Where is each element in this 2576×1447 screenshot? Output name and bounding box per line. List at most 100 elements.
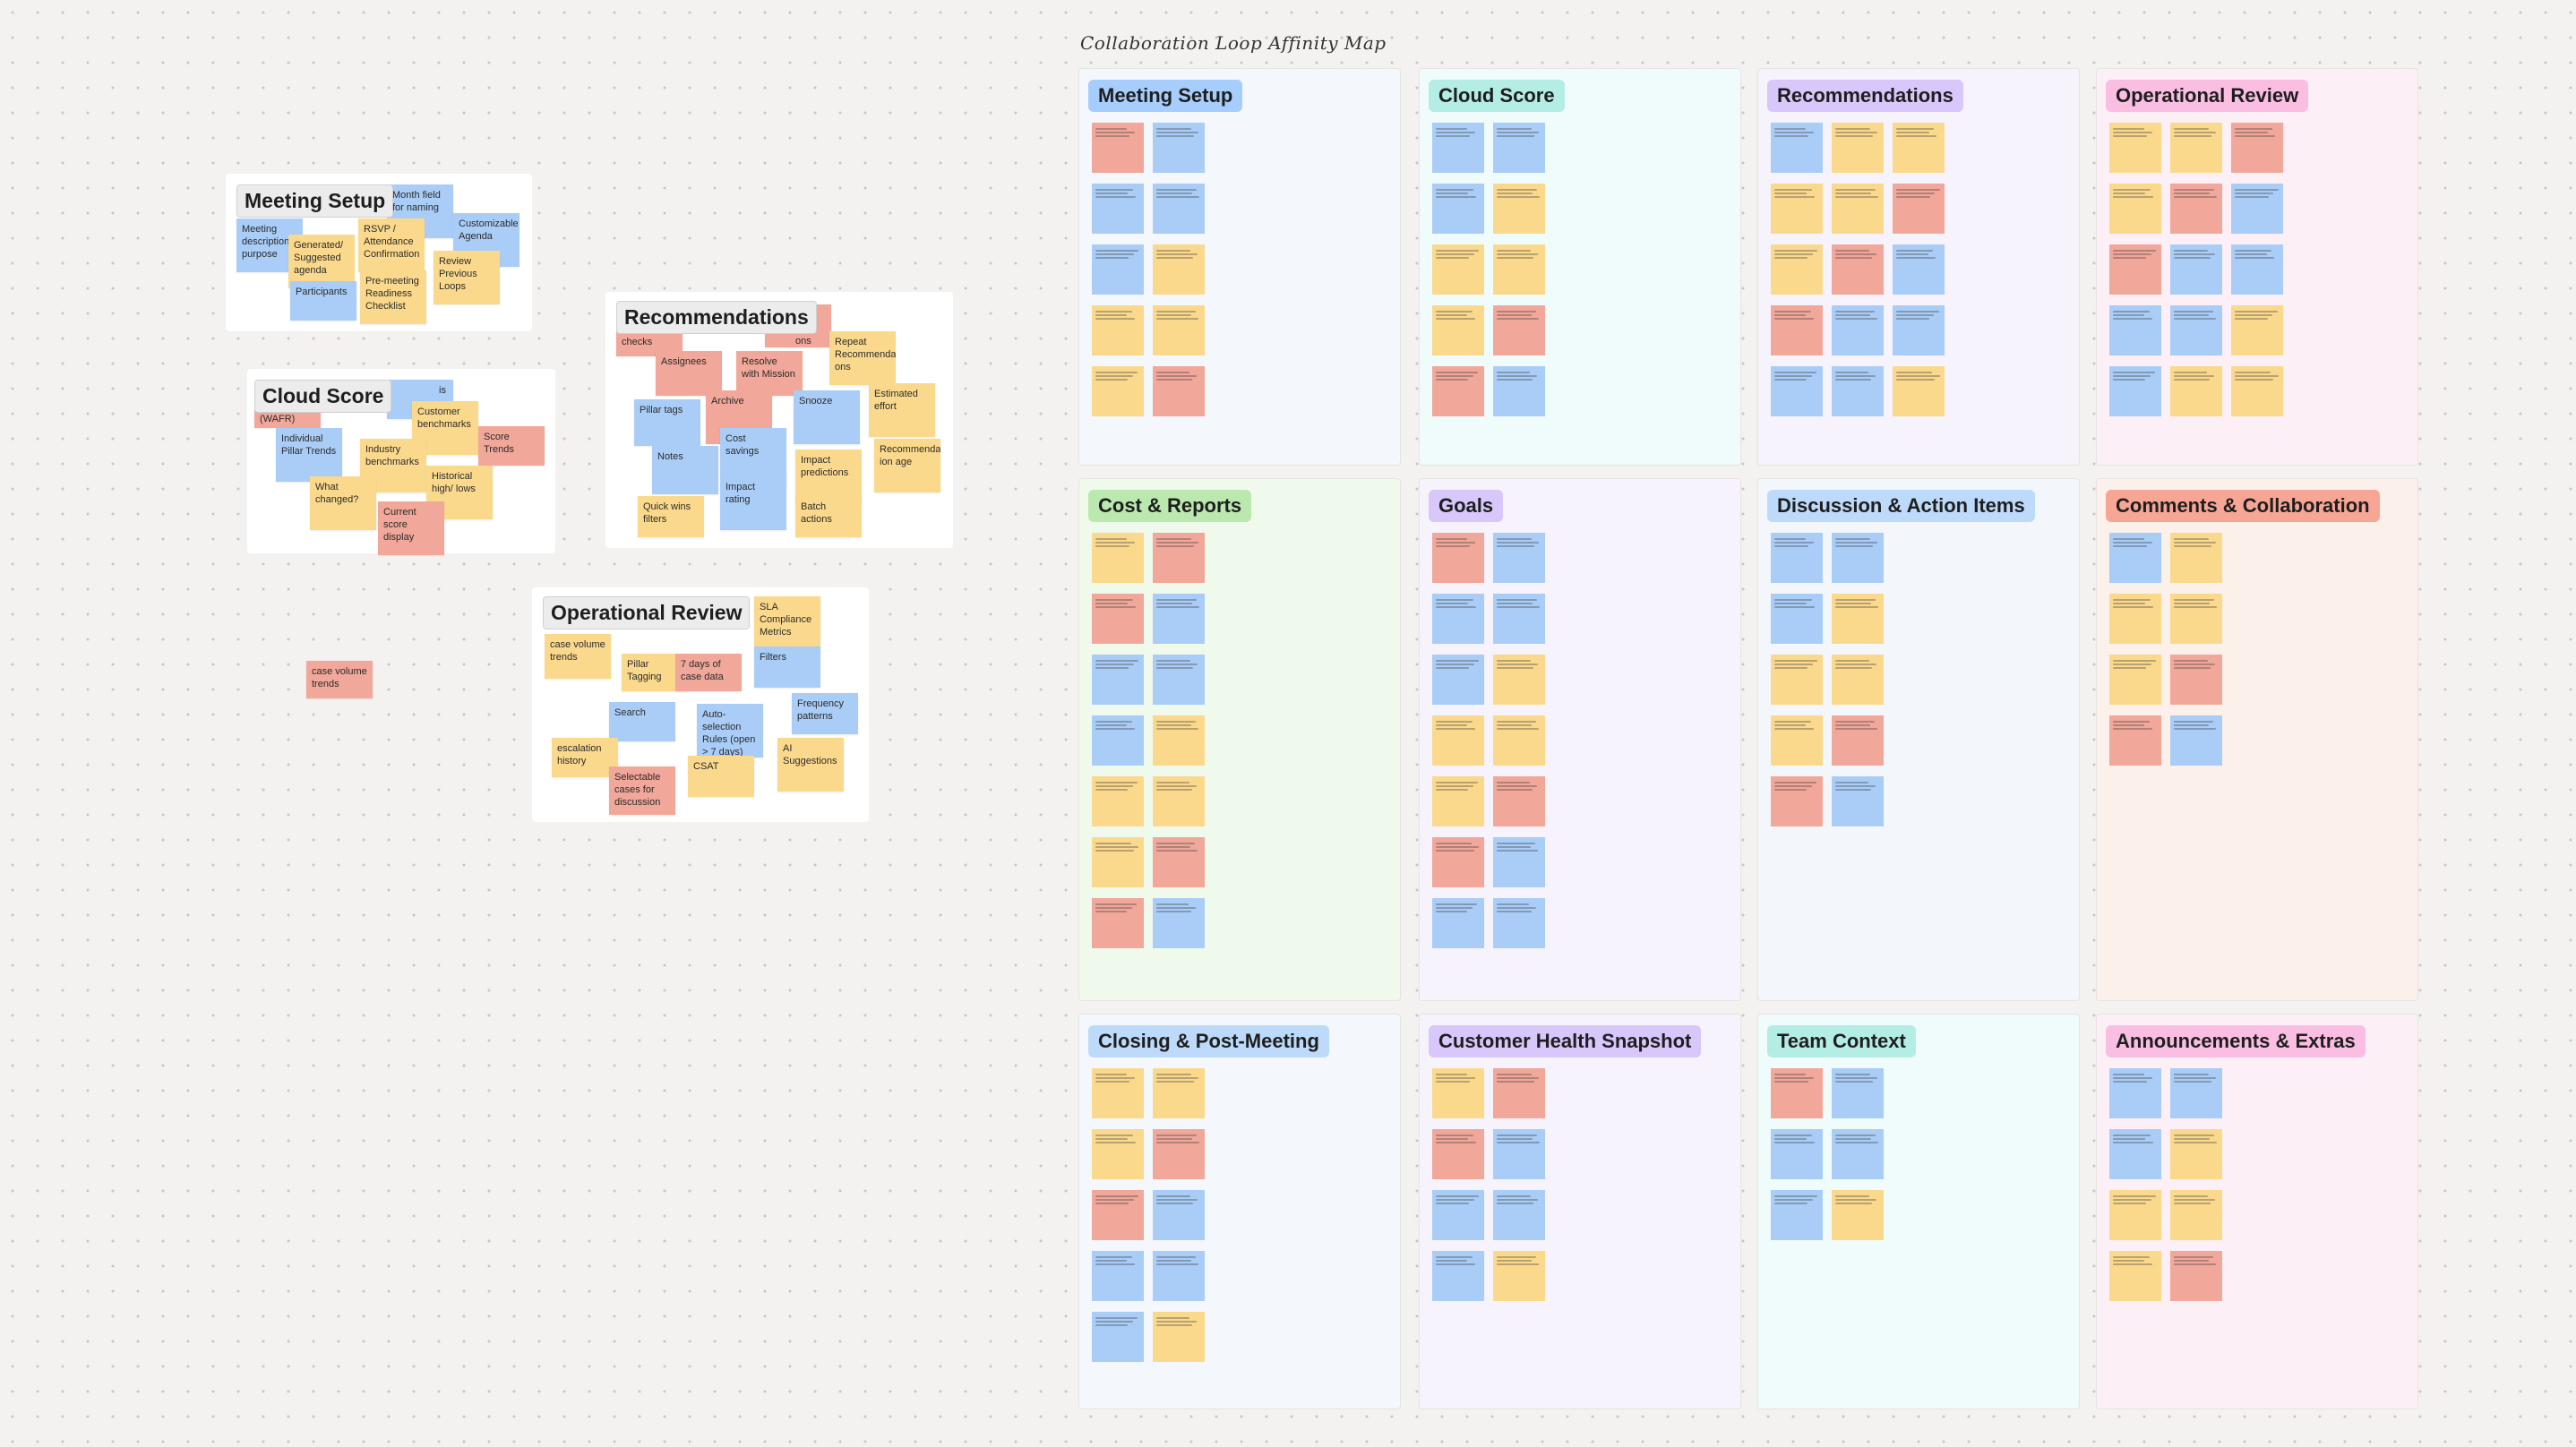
category-panel[interactable]: Cost & Reports: [1078, 478, 1401, 1001]
sticky-note[interactable]: [2170, 366, 2222, 416]
loose-sticky-note[interactable]: case volume trends: [306, 661, 373, 698]
category-panel[interactable]: Discussion & Action Items: [1757, 478, 2080, 1001]
recommendations-cluster-board[interactable]: Recommendations checks Assignees Resolve…: [605, 292, 953, 548]
sticky-note[interactable]: Estimated effort: [869, 383, 935, 437]
sticky-note[interactable]: [1493, 244, 1545, 295]
sticky-note[interactable]: [1493, 715, 1545, 766]
sticky-note[interactable]: Search: [609, 702, 675, 741]
sticky-note[interactable]: [1092, 1068, 1144, 1118]
sticky-note[interactable]: Recommendat ion age: [874, 439, 940, 492]
sticky-note[interactable]: Cost savings: [720, 428, 786, 482]
sticky-note[interactable]: [2109, 715, 2161, 766]
sticky-note[interactable]: [1832, 1129, 1884, 1179]
sticky-note[interactable]: [2170, 244, 2222, 295]
sticky-note[interactable]: SLA Compliance Metrics: [754, 596, 820, 650]
sticky-note[interactable]: [1092, 366, 1144, 416]
sticky-note[interactable]: Score Trends: [478, 426, 545, 466]
sticky-note[interactable]: Pre-meeting Readiness Checklist: [360, 270, 426, 324]
category-panel[interactable]: Recommendations: [1757, 68, 2080, 466]
sticky-note[interactable]: Impact predictions: [795, 450, 862, 503]
sticky-note[interactable]: [1092, 123, 1144, 173]
sticky-note[interactable]: [1493, 366, 1545, 416]
sticky-note[interactable]: [1771, 533, 1823, 583]
sticky-note[interactable]: [2231, 184, 2283, 234]
sticky-note[interactable]: [1771, 305, 1823, 355]
sticky-note[interactable]: [1771, 1068, 1823, 1118]
sticky-note[interactable]: [1153, 305, 1205, 355]
sticky-note[interactable]: Notes: [652, 446, 718, 494]
sticky-note[interactable]: [1771, 123, 1823, 173]
sticky-note[interactable]: [1832, 715, 1884, 766]
sticky-note[interactable]: [1493, 1251, 1545, 1301]
sticky-note[interactable]: [2231, 123, 2283, 173]
sticky-note[interactable]: Impact rating: [720, 476, 786, 530]
sticky-note[interactable]: [1153, 244, 1205, 295]
sticky-note[interactable]: Batch actions: [795, 496, 862, 537]
sticky-note[interactable]: [2170, 1190, 2222, 1240]
sticky-note[interactable]: [1092, 655, 1144, 705]
sticky-note[interactable]: [1893, 123, 1945, 173]
sticky-note[interactable]: AI Suggestions: [777, 738, 844, 792]
sticky-note[interactable]: [1153, 715, 1205, 766]
sticky-note[interactable]: case volume trends: [545, 634, 611, 679]
sticky-note[interactable]: [1832, 1190, 1884, 1240]
sticky-note[interactable]: [1893, 366, 1945, 416]
sticky-note[interactable]: [1092, 776, 1144, 826]
category-panel[interactable]: Goals: [1419, 478, 1741, 1001]
sticky-note[interactable]: [2109, 1129, 2161, 1179]
sticky-note[interactable]: Auto-selection Rules (open > 7 days): [697, 704, 763, 758]
category-panel[interactable]: Cloud Score: [1419, 68, 1741, 466]
category-panel[interactable]: Closing & Post-Meeting: [1078, 1014, 1401, 1409]
sticky-note[interactable]: [2109, 244, 2161, 295]
sticky-note[interactable]: (WAFR): [254, 408, 321, 428]
sticky-note[interactable]: [1493, 776, 1545, 826]
sticky-note[interactable]: [1092, 184, 1144, 234]
sticky-note[interactable]: [1832, 123, 1884, 173]
sticky-note[interactable]: [1771, 1129, 1823, 1179]
sticky-note[interactable]: Participants: [290, 281, 356, 321]
sticky-note[interactable]: [2109, 366, 2161, 416]
sticky-note[interactable]: [2109, 655, 2161, 705]
sticky-note[interactable]: [1832, 305, 1884, 355]
sticky-note[interactable]: Snooze: [794, 390, 860, 444]
sticky-note[interactable]: What changed?: [310, 476, 376, 530]
sticky-note[interactable]: [2170, 1251, 2222, 1301]
sticky-note[interactable]: [1771, 366, 1823, 416]
sticky-note[interactable]: [2231, 366, 2283, 416]
sticky-note[interactable]: [1092, 533, 1144, 583]
sticky-note[interactable]: Filters: [754, 646, 820, 688]
sticky-note[interactable]: [1432, 533, 1484, 583]
sticky-note[interactable]: [1771, 184, 1823, 234]
sticky-note[interactable]: [1493, 837, 1545, 887]
sticky-note[interactable]: Individual Pillar Trends: [276, 428, 342, 482]
sticky-note[interactable]: Current score display: [378, 501, 444, 555]
category-panel[interactable]: Announcements & Extras: [2096, 1014, 2418, 1409]
sticky-note[interactable]: [1493, 533, 1545, 583]
sticky-note[interactable]: [2231, 305, 2283, 355]
sticky-note[interactable]: [1432, 837, 1484, 887]
sticky-note[interactable]: [1153, 776, 1205, 826]
sticky-note[interactable]: [1153, 655, 1205, 705]
sticky-note[interactable]: [2109, 184, 2161, 234]
sticky-note[interactable]: [1893, 305, 1945, 355]
sticky-note[interactable]: [1493, 898, 1545, 948]
sticky-note[interactable]: 7 days of case data: [675, 654, 742, 691]
sticky-note[interactable]: [2170, 533, 2222, 583]
sticky-note[interactable]: [2109, 305, 2161, 355]
sticky-note[interactable]: [1771, 655, 1823, 705]
sticky-note[interactable]: Frequency patterns: [792, 693, 858, 734]
sticky-note[interactable]: [1493, 1190, 1545, 1240]
sticky-note[interactable]: Pillar tags: [634, 399, 700, 446]
sticky-note[interactable]: [1771, 594, 1823, 644]
sticky-note[interactable]: [1893, 244, 1945, 295]
sticky-note[interactable]: [1432, 184, 1484, 234]
sticky-note[interactable]: [1092, 715, 1144, 766]
sticky-note[interactable]: [1832, 184, 1884, 234]
sticky-note[interactable]: [2109, 1190, 2161, 1240]
sticky-note[interactable]: Resolve with Mission: [736, 351, 803, 396]
category-panel[interactable]: Team Context: [1757, 1014, 2080, 1409]
sticky-note[interactable]: Quick wins filters: [638, 496, 704, 537]
sticky-note[interactable]: [1092, 305, 1144, 355]
sticky-note[interactable]: [1832, 1068, 1884, 1118]
sticky-note[interactable]: [2170, 1129, 2222, 1179]
